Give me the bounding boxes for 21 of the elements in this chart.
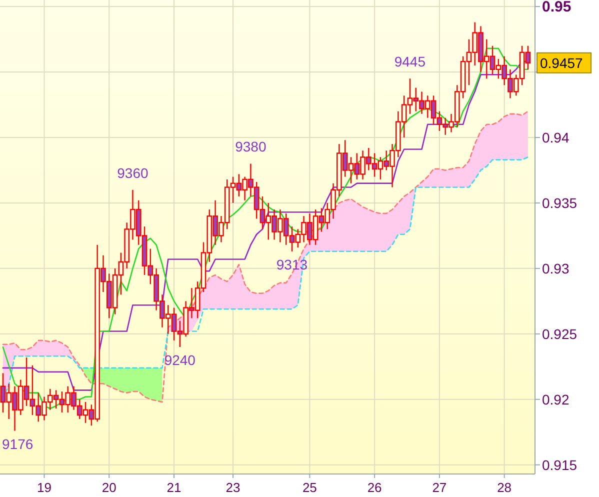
x-tick-label: 27 [432, 480, 447, 495]
y-tick-label: 0.93 [542, 260, 570, 276]
annotation: 9445 [394, 54, 426, 70]
x-tick-label: 20 [102, 480, 116, 495]
x-tick-label: 19 [37, 480, 52, 495]
y-tick-label: 0.915 [542, 456, 578, 473]
annotation: 9240 [164, 352, 196, 368]
x-tick-label: 21 [166, 480, 182, 495]
x-tick-label: 28 [497, 480, 512, 495]
text: 0.9457 [540, 54, 584, 71]
annotation: 9176 [2, 436, 34, 452]
y-tick-label: 0.935 [542, 194, 578, 211]
x-tick-label: 23 [226, 480, 240, 495]
y-tick-label: 0.94 [542, 129, 570, 146]
x-tick-label: 25 [302, 480, 317, 495]
y-tick-label: 0.92 [542, 391, 570, 408]
annotation: 9380 [235, 138, 266, 155]
x-tick-label: 26 [367, 480, 382, 495]
y-tick-label: 0.925 [542, 326, 578, 342]
annotation: 9360 [117, 164, 148, 181]
y-tick-label: 0.95 [542, 0, 572, 16]
